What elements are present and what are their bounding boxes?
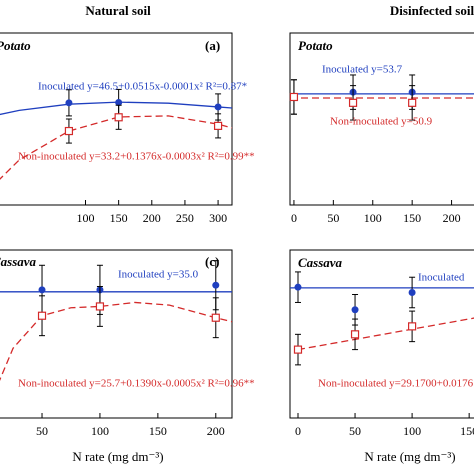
x-tick-label: 150 <box>149 424 167 438</box>
point <box>214 103 222 111</box>
point <box>407 322 417 331</box>
x-tick-label: 0 <box>291 211 297 225</box>
point <box>115 98 123 106</box>
annotation: Inoculated y=53.7 <box>322 64 403 76</box>
fit-line <box>0 301 233 382</box>
annotation: Inoculated <box>418 272 465 284</box>
annotation: Non-inoculated y=29.1700+0.0176 <box>318 378 474 390</box>
annotation: Non-inoculated y=33.2+0.1376x-0.0003x² R… <box>18 151 255 163</box>
column-title: Natural soil <box>85 3 151 18</box>
x-tick-label: 150 <box>403 211 421 225</box>
point <box>294 283 302 291</box>
point <box>408 288 416 296</box>
x-tick-label: 50 <box>349 424 361 438</box>
x-tick-label: 300 <box>209 211 227 225</box>
x-tick-label: 100 <box>364 211 382 225</box>
x-tick-label: 100 <box>77 211 95 225</box>
panel-title: Potato <box>298 38 333 53</box>
x-tick-label: 100 <box>403 424 421 438</box>
annotation: Non-inoculated y=25.7+0.1390x-0.0005x² R… <box>18 378 255 390</box>
panel-title: Potato <box>0 38 31 53</box>
x-tick-label: 0 <box>295 424 301 438</box>
point <box>114 113 123 122</box>
x-tick-label: 150 <box>460 424 474 438</box>
point <box>64 126 74 136</box>
point <box>351 306 359 314</box>
x-tick-label: 100 <box>91 424 109 438</box>
annotation: Non-inoculated y=50.9 <box>330 116 433 128</box>
x-tick-label: 200 <box>143 211 161 225</box>
point <box>212 281 220 289</box>
plot-frame <box>0 32 233 206</box>
plot-frame <box>289 32 474 206</box>
point <box>350 330 360 339</box>
x-tick-label: 50 <box>36 424 48 438</box>
annotation: Inoculated y=35.0 <box>118 269 199 281</box>
point <box>348 98 358 107</box>
x-tick-label: 200 <box>443 211 461 225</box>
x-tick-label: 150 <box>110 211 128 225</box>
panel-label: (c) <box>205 254 219 269</box>
point <box>95 302 105 311</box>
column-title: Disinfected soil <box>390 3 474 18</box>
panel-title: Cassava <box>298 255 343 270</box>
point <box>38 286 46 294</box>
panel-title: Cassava <box>0 254 37 269</box>
plot-frame <box>0 249 233 419</box>
x-axis-title: N rate (mg dm⁻³) <box>364 449 455 464</box>
point <box>289 92 299 102</box>
point <box>37 311 47 320</box>
point <box>65 99 73 107</box>
plot-frame <box>289 249 474 419</box>
point <box>211 313 220 322</box>
x-tick-label: 250 <box>176 211 194 225</box>
x-tick-label: 200 <box>207 424 225 438</box>
point <box>213 121 223 130</box>
fit-line <box>0 115 233 180</box>
panel-label: (a) <box>205 38 220 53</box>
point <box>293 345 303 354</box>
fit-line <box>297 317 474 351</box>
x-axis-title: N rate (mg dm⁻³) <box>72 449 163 464</box>
point <box>408 98 417 107</box>
annotation: Inoculated y=46.5+0.0515x-0.0001x² R²=0.… <box>38 81 247 93</box>
x-tick-label: 50 <box>327 211 339 225</box>
